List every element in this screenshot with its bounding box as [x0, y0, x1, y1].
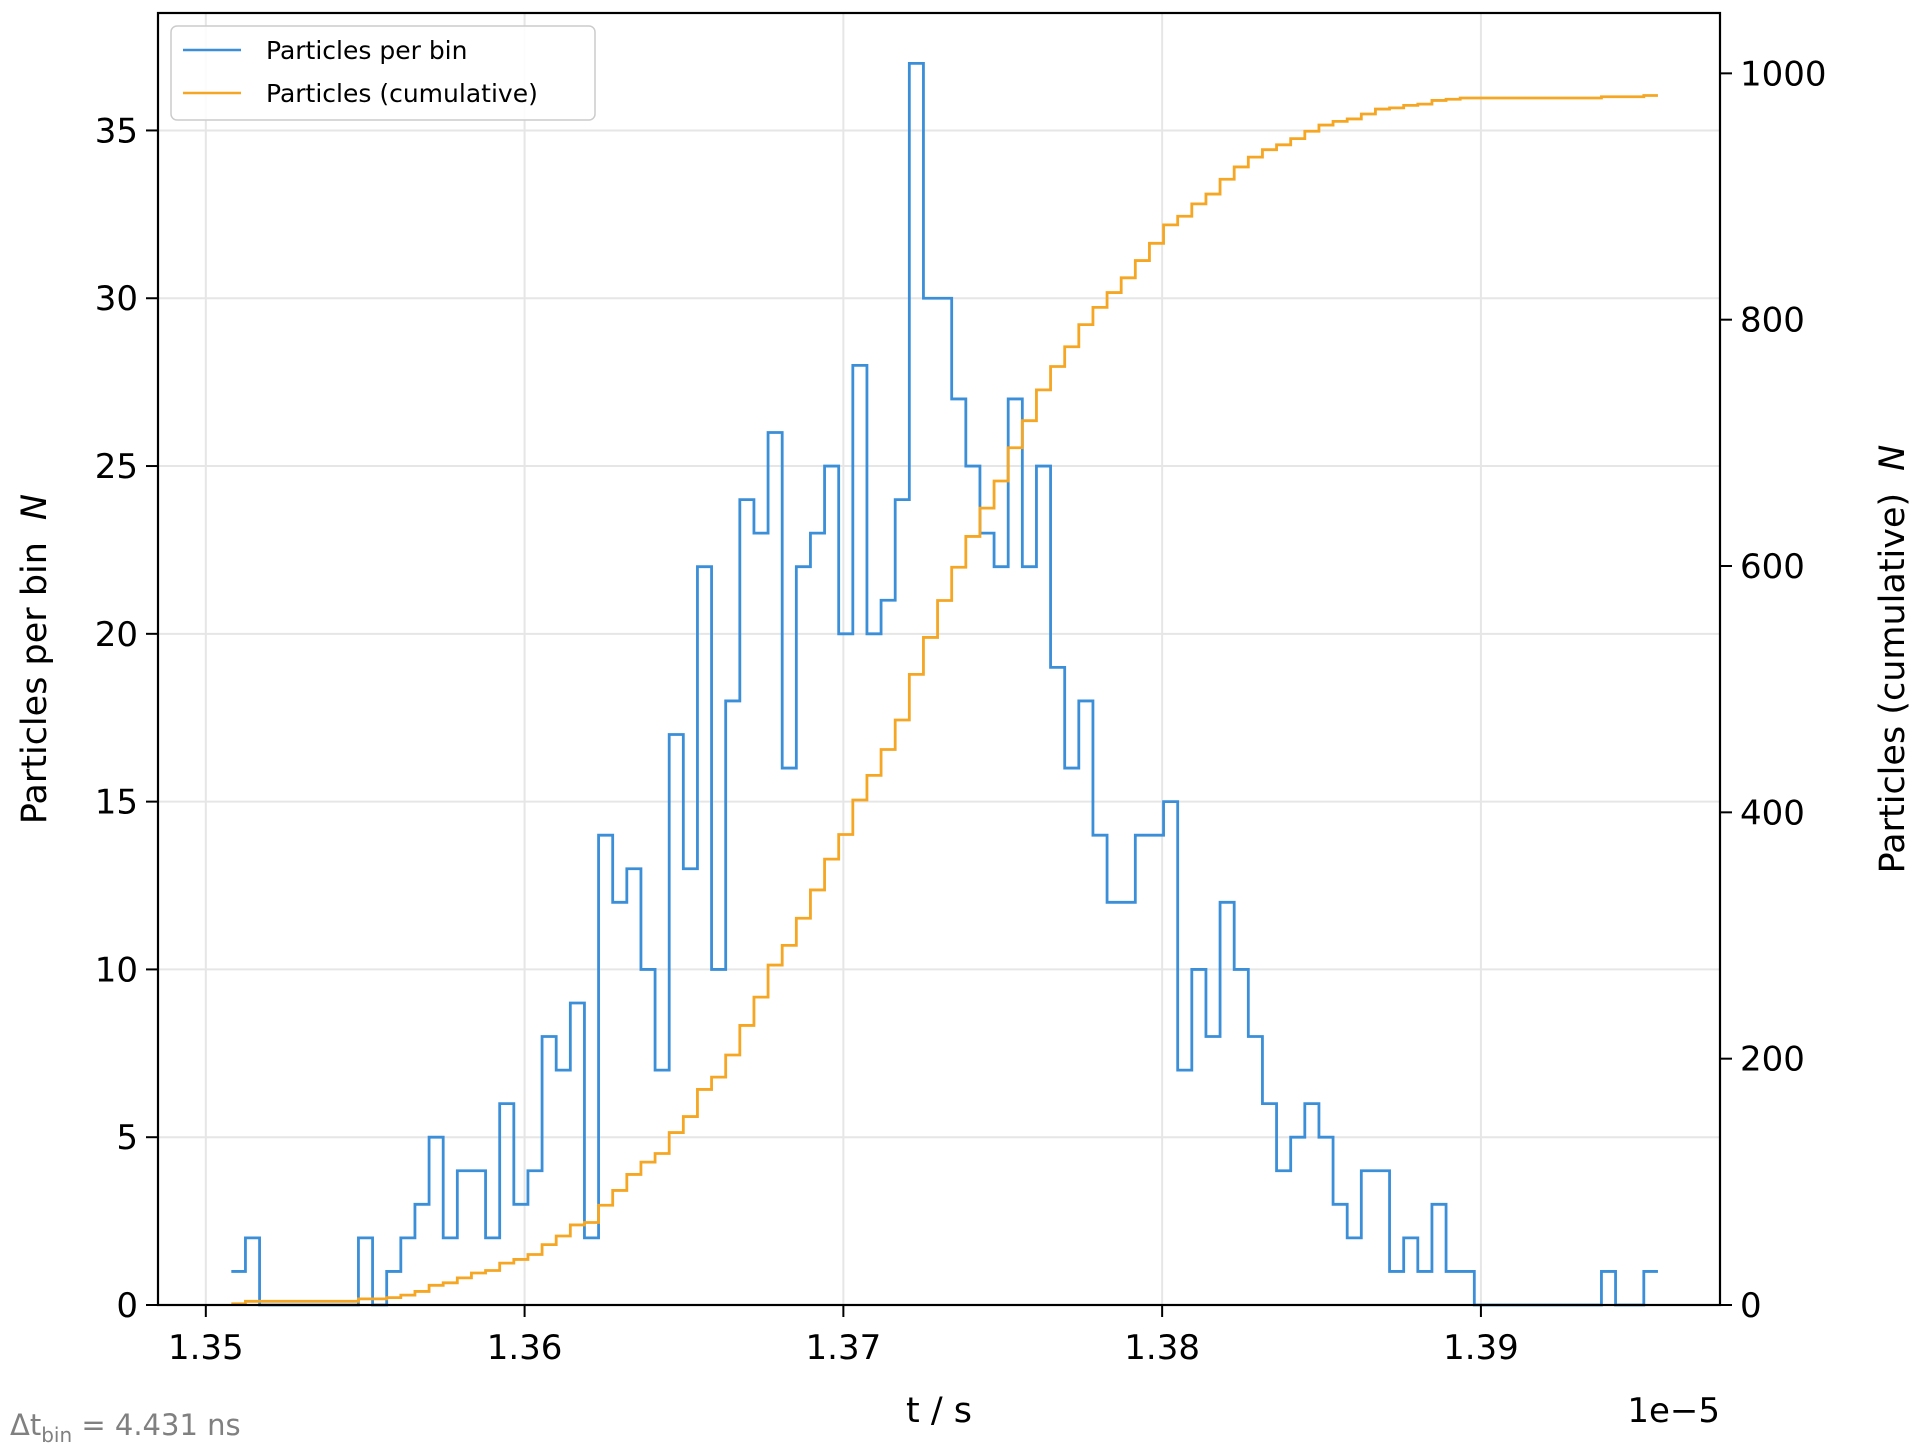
legend-label-per-bin: Particles per bin: [266, 36, 467, 65]
y-left-tick-label: 10: [95, 950, 138, 990]
plot-frame: [156, 11, 1722, 1307]
x-tick-label: 1.39: [1443, 1328, 1519, 1368]
legend-label-cumulative: Particles (cumulative): [266, 79, 538, 108]
y-right-tick-label: 200: [1740, 1040, 1805, 1080]
x-tick-label: 1.36: [487, 1328, 563, 1368]
legend: Particles per bin Particles (cumulative): [170, 25, 596, 121]
x-tick-label: 1.38: [1124, 1328, 1200, 1368]
grid: [158, 13, 1720, 1306]
y-right-label-group: Particles (cumulative)N: [1873, 445, 1913, 874]
y-left-axis-label: Particles per binN: [15, 494, 55, 824]
x-tick-label: 1.35: [168, 1328, 244, 1368]
series-cumulative-line: [231, 94, 1658, 1306]
y-left-label-group: Particles per binN: [15, 494, 55, 824]
y-left-tick-label: 25: [95, 447, 138, 487]
y-axis-right: 0 200 400 600 800 1000: [1720, 54, 1827, 1326]
x-axis: 1.35 1.36 1.37 1.38 1.39: [168, 1305, 1519, 1368]
series-layer: [231, 61, 1658, 1307]
y-right-axis-label: Particles (cumulative)N: [1873, 445, 1913, 874]
y-left-tick-label: 35: [95, 111, 138, 151]
bin-width-note: Δtbin = 4.431 ns: [10, 1408, 241, 1447]
y-right-tick-label: 1000: [1740, 54, 1827, 94]
legend-box: [170, 25, 596, 121]
y-left-tick-label: 30: [95, 279, 138, 319]
x-axis-label: t / s: [906, 1391, 972, 1431]
y-right-unit: N: [1873, 445, 1913, 471]
y-left-unit: N: [15, 494, 55, 520]
y-left-tick-label: 5: [116, 1118, 138, 1158]
x-tick-label: 1.37: [806, 1328, 882, 1368]
y-right-tick-label: 400: [1740, 793, 1805, 833]
x-axis-offset-label: 1e−5: [1627, 1391, 1720, 1431]
y-right-tick-label: 600: [1740, 547, 1805, 587]
y-right-tick-label: 800: [1740, 301, 1805, 341]
series-per-bin-line: [231, 61, 1658, 1307]
y-axis-left: 0 5 10 15 20 25 30 35: [95, 111, 158, 1326]
y-left-tick-label: 20: [95, 615, 138, 655]
y-right-tick-label: 0: [1740, 1286, 1762, 1326]
y-left-tick-label: 15: [95, 783, 138, 823]
y-left-tick-label: 0: [116, 1286, 138, 1326]
